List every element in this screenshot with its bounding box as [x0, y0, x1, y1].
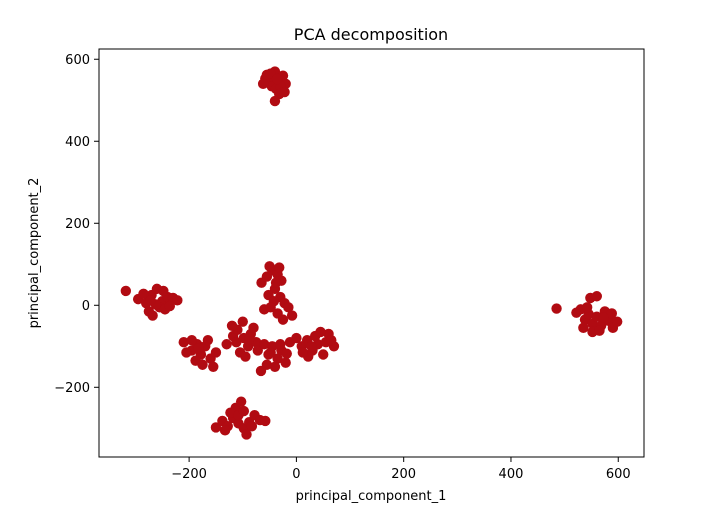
x-tick-label: −200 [171, 467, 207, 482]
scatter-point [283, 302, 294, 313]
y-axis-ticks: −200 0 200 400 600 [54, 53, 99, 396]
scatter-point [226, 320, 238, 331]
x-axis-label: principal_component_1 [296, 489, 447, 504]
scatter-point [240, 351, 251, 362]
scatter-point [259, 339, 270, 350]
scatter-point [255, 365, 267, 377]
scatter-point [260, 415, 271, 427]
scatter-point [138, 288, 149, 299]
scatter-point [197, 359, 208, 370]
scatter-point [231, 336, 242, 348]
y-axis-label: principal_component_2 [27, 178, 42, 329]
y-tick-label: 400 [65, 135, 90, 150]
scatter-point [147, 310, 158, 321]
scatter-point [606, 308, 618, 319]
scatter-point [181, 347, 192, 358]
scatter-point [286, 310, 298, 321]
scatter-point [186, 334, 197, 346]
x-tick-label: 600 [606, 467, 631, 482]
scatter-point [274, 262, 285, 273]
x-tick-label: 200 [391, 467, 416, 482]
scatter-point [269, 95, 281, 107]
scatter-point [164, 300, 176, 312]
scatter-point [297, 347, 309, 358]
x-axis-ticks: −200 0 200 400 600 [171, 457, 631, 482]
scatter-point [270, 277, 282, 288]
scatter-point [551, 303, 562, 314]
scatter-point [271, 73, 283, 85]
scatter-point [318, 349, 329, 360]
scatter-point [221, 339, 232, 350]
y-tick-label: 600 [65, 53, 90, 68]
scatter-point [581, 302, 593, 313]
scatter-point [257, 78, 269, 90]
scatter-point [269, 361, 281, 372]
scatter-point [210, 347, 222, 358]
scatter-point [172, 295, 183, 306]
scatter-point [158, 285, 169, 297]
scatter-point [265, 302, 276, 313]
scatter-points [120, 66, 623, 440]
scatter-point [210, 422, 222, 433]
scatter-point [264, 261, 275, 272]
scatter-point [252, 345, 263, 356]
scatter-point [591, 291, 602, 302]
scatter-point [277, 314, 289, 325]
scatter-point [326, 334, 337, 346]
scatter-point [202, 334, 214, 346]
scatter-point [306, 341, 317, 352]
scatter-point [246, 421, 258, 432]
scatter-point [248, 322, 259, 334]
scatter-point [594, 325, 605, 336]
scatter-point [281, 348, 292, 359]
scatter-point [280, 357, 291, 368]
scatter-point [578, 322, 589, 334]
scatter-point [208, 361, 219, 372]
scatter-point [225, 407, 236, 418]
scatter-point [272, 353, 283, 364]
scatter-point [178, 336, 189, 348]
y-tick-label: −200 [54, 381, 90, 396]
scatter-point [279, 86, 290, 98]
scatter-point [238, 405, 250, 417]
y-tick-label: 0 [82, 299, 90, 314]
scatter-point [315, 326, 326, 338]
x-tick-label: 0 [292, 467, 300, 482]
scatter-point [120, 285, 132, 297]
y-tick-label: 200 [65, 217, 90, 232]
scatter-point [241, 429, 252, 440]
scatter-point [219, 425, 231, 436]
scatter-point [193, 343, 204, 354]
x-tick-label: 400 [499, 467, 524, 482]
plot-frame [98, 48, 645, 458]
scatter-point [244, 333, 255, 345]
scatter-point [598, 312, 609, 323]
chart-title: PCA decomposition [294, 25, 448, 44]
scatter-point [265, 347, 276, 358]
scatter-point [235, 396, 247, 407]
scatter-point [145, 295, 156, 306]
scatter-point [611, 316, 623, 327]
scatter-point [275, 339, 286, 350]
scatter-point [237, 316, 248, 327]
scatter-point [291, 332, 302, 344]
